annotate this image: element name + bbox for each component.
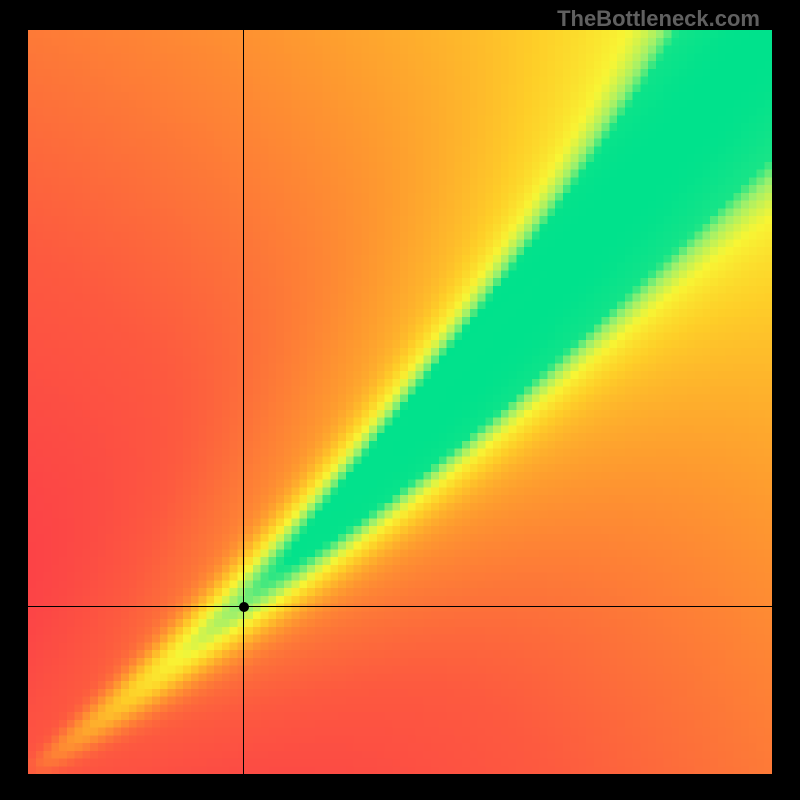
heatmap-canvas (28, 30, 772, 774)
crosshair-vertical (243, 30, 244, 774)
crosshair-marker (239, 602, 249, 612)
watermark-text: TheBottleneck.com (557, 6, 760, 32)
heatmap-plot (28, 30, 772, 774)
crosshair-horizontal (28, 606, 772, 607)
